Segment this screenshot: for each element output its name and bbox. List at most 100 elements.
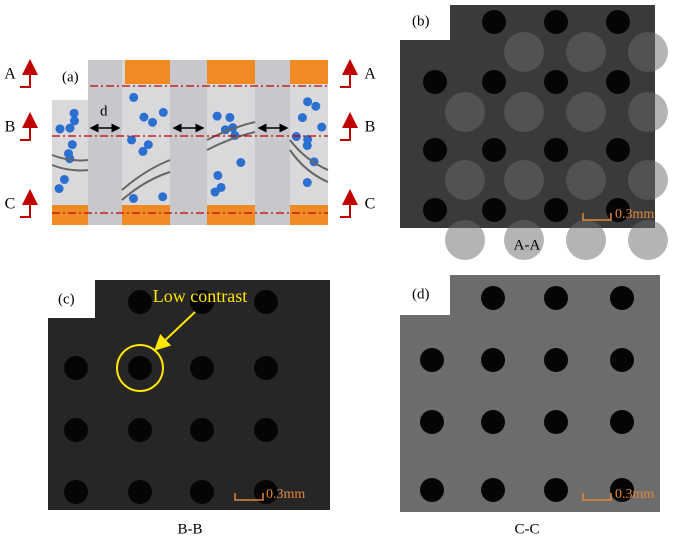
section-arrow [20,112,38,141]
fiber-dot [139,112,149,122]
fiber-dot [127,135,137,145]
section-arrow [20,59,38,88]
hole [420,348,444,372]
fiber-dot [212,111,222,121]
fiber-dot [59,174,69,184]
annotation: Low contrast [153,286,247,306]
orange-strip [207,205,255,225]
orange-strip [52,205,88,225]
annotation-arrow [154,311,196,351]
fiber-dot [143,140,153,150]
fiber-dot [303,134,313,144]
fiber-line [51,121,329,191]
orange-strip [207,60,255,84]
section-marker: A [4,66,16,83]
fiber-dot [225,112,235,122]
hole [254,290,278,314]
hole [64,480,88,504]
halo [504,32,544,72]
fiber-dot [297,113,307,123]
section-arrow [20,189,38,218]
halo [628,32,668,72]
fiber-dot [213,170,223,180]
hole [420,410,444,434]
scale-bar [234,493,264,501]
hole [606,138,630,162]
hole [610,478,634,502]
gap-column [88,60,122,225]
halo [566,32,606,72]
hole [254,480,278,504]
fiber-dot [67,140,77,150]
hole [610,286,634,310]
hole [64,418,88,442]
fiber-line [51,131,329,201]
halo [445,160,485,200]
hole [190,356,214,380]
section-arrow [340,59,358,88]
hole [254,356,278,380]
halo [504,92,544,132]
fiber-dot [158,192,168,202]
hole [420,478,444,502]
scale-label: 0.3mm [615,487,654,502]
section-arrow [340,189,358,218]
orange-strip [125,60,170,84]
fiber-dot [158,107,168,117]
hole [190,480,214,504]
caption: A-A [514,237,541,253]
scale-label: 0.3mm [266,487,305,502]
halo [628,220,668,260]
micrograph: (d) 0.3mm C-C [400,275,660,537]
fiber-dot [128,193,138,203]
halo [566,92,606,132]
fiber-dot [302,178,312,188]
section-arrow [340,112,358,141]
micrograph: (b) 0.3mm A-A [400,5,668,260]
fiber-dot [54,184,64,194]
hole [482,138,506,162]
hole [544,286,568,310]
section-marker: B [5,119,16,136]
hole [128,480,152,504]
gap-column [170,60,207,225]
halo [566,160,606,200]
halo [445,92,485,132]
hole [190,418,214,442]
fiber-dot [138,146,148,156]
schematic: d (a) A B C A B C [4,59,376,225]
hole [482,198,506,222]
hole [128,290,152,314]
hole [481,410,505,434]
scale-bar [582,493,612,501]
scale-label: 0.3mm [615,207,654,222]
hole [544,478,568,502]
hole [128,418,152,442]
hole [610,410,634,434]
halo [628,160,668,200]
hole [128,356,152,380]
hole [190,290,214,314]
hole [544,10,568,34]
hole [544,198,568,222]
hole [544,410,568,434]
hole [481,348,505,372]
hole [481,286,505,310]
hole [254,418,278,442]
orange-strip [122,205,170,225]
panel-label: (b) [412,13,430,29]
halo [504,160,544,200]
fiber-dot [69,116,79,126]
hole [481,478,505,502]
hole [610,348,634,372]
notch [400,5,450,40]
hole [64,356,88,380]
halo [445,220,485,260]
fiber-dot [317,122,327,132]
fiber-dot [69,108,79,118]
halo [628,92,668,132]
gap-label: d [100,103,108,119]
hole [482,10,506,34]
panel-label: (c) [58,291,75,307]
